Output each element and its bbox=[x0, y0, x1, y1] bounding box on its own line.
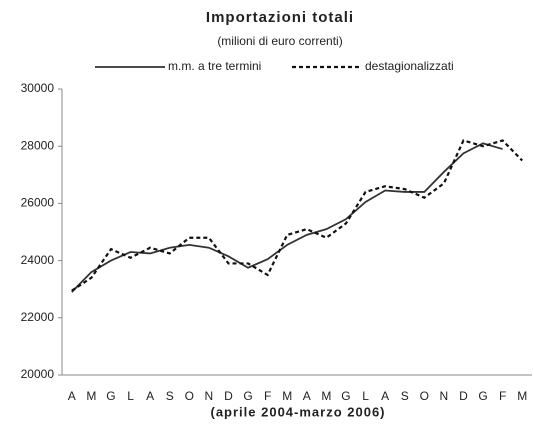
x-tick-label: M bbox=[282, 389, 292, 403]
series-line bbox=[71, 142, 503, 293]
x-tick-label: L bbox=[362, 389, 369, 403]
y-tick-label: 20000 bbox=[21, 367, 55, 381]
y-tick-label: 30000 bbox=[21, 81, 55, 95]
x-tick-label: S bbox=[401, 389, 409, 403]
legend-label: destagionalizzati bbox=[365, 59, 454, 73]
x-tick-label: M bbox=[86, 389, 96, 403]
x-tick-label: M bbox=[517, 389, 527, 403]
x-tick-label: A bbox=[146, 389, 154, 403]
y-tick-label: 26000 bbox=[21, 196, 55, 210]
chart-subtitle: (milioni di euro correnti) bbox=[217, 34, 342, 48]
series-line bbox=[71, 139, 523, 292]
x-tick-label: D bbox=[224, 389, 233, 403]
legend-label: m.m. a tre termini bbox=[168, 59, 261, 73]
x-tick-label: A bbox=[381, 389, 389, 403]
x-tick-label: S bbox=[166, 389, 174, 403]
x-tick-label: F bbox=[499, 389, 506, 403]
x-tick-label: N bbox=[440, 389, 449, 403]
x-tick-label: G bbox=[243, 389, 252, 403]
x-tick-label: G bbox=[478, 389, 487, 403]
chart-title: Importazioni totali bbox=[206, 9, 354, 26]
x-tick-label: A bbox=[303, 389, 311, 403]
y-tick-label: 22000 bbox=[21, 310, 55, 324]
x-axis-label: (aprile 2004-marzo 2006) bbox=[210, 404, 385, 419]
x-tick-label: M bbox=[321, 389, 331, 403]
x-tick-label: O bbox=[185, 389, 194, 403]
x-tick-label: O bbox=[420, 389, 429, 403]
x-tick-label: G bbox=[341, 389, 350, 403]
x-tick-label: F bbox=[264, 389, 271, 403]
x-tick-label: L bbox=[127, 389, 134, 403]
y-tick-label: 24000 bbox=[21, 253, 55, 267]
y-tick-label: 28000 bbox=[21, 138, 55, 152]
x-tick-label: N bbox=[205, 389, 214, 403]
x-tick-label: G bbox=[106, 389, 115, 403]
x-tick-label: A bbox=[68, 389, 76, 403]
x-tick-label: D bbox=[459, 389, 468, 403]
